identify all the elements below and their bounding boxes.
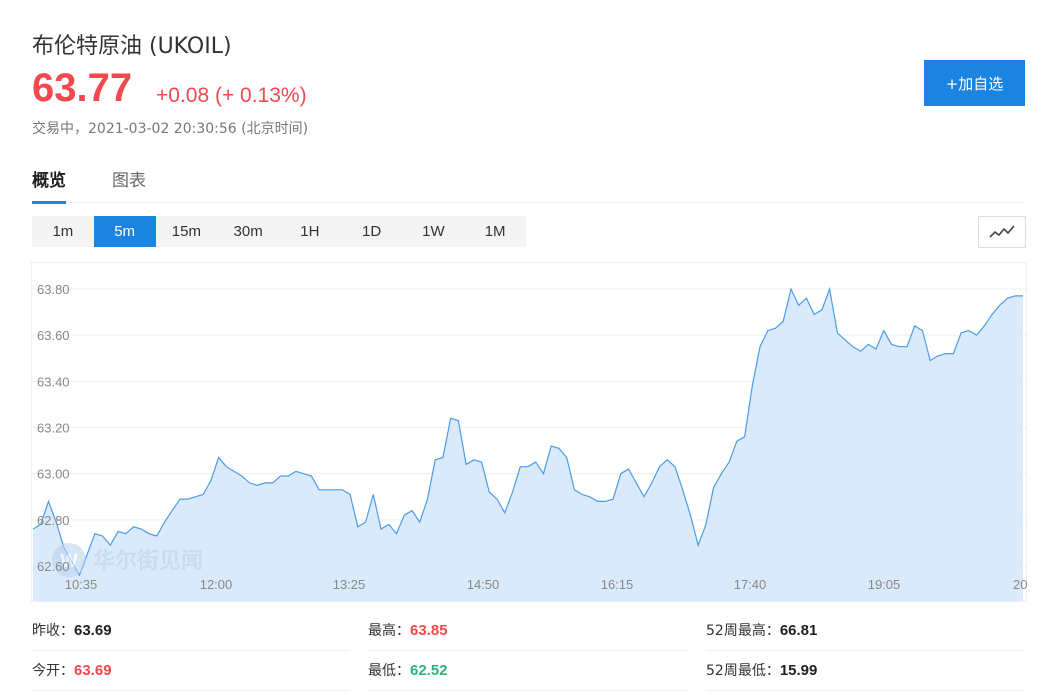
tab-overview[interactable]: 概览 bbox=[32, 166, 66, 204]
stats-row-1: 昨收：63.69 最高：63.85 52周最高：66.81 bbox=[32, 612, 1025, 650]
stat-label: 最高： bbox=[368, 623, 410, 639]
x-tick-label: 12:00 bbox=[200, 577, 233, 592]
period-1d[interactable]: 1D bbox=[362, 223, 382, 240]
stat-value: 63.69 bbox=[74, 662, 112, 679]
y-tick-label: 63.00 bbox=[37, 467, 70, 482]
period-1m[interactable]: 1m bbox=[52, 223, 74, 240]
x-tick-label: 14:50 bbox=[467, 577, 500, 592]
tab-chart[interactable]: 图表 bbox=[112, 171, 146, 191]
line-chart-icon bbox=[989, 225, 1015, 238]
x-tick-label: 13:25 bbox=[333, 577, 366, 592]
divider bbox=[706, 650, 1025, 651]
period-5m[interactable]: 5m bbox=[93, 216, 156, 247]
period-1w[interactable]: 1W bbox=[422, 223, 445, 240]
stat-open: 今开：63.69 bbox=[32, 660, 112, 698]
divider bbox=[706, 690, 1025, 691]
period-1mo[interactable]: 1M bbox=[484, 223, 506, 240]
period-15m[interactable]: 15m bbox=[171, 223, 201, 240]
divider bbox=[32, 690, 350, 691]
stat-52w-high: 52周最高：66.81 bbox=[706, 620, 817, 658]
divider bbox=[32, 650, 350, 651]
y-tick-label: 62.60 bbox=[37, 559, 70, 574]
stat-label: 昨收： bbox=[32, 623, 74, 639]
x-tick-label: 20:3 bbox=[1013, 577, 1027, 592]
y-tick-label: 63.60 bbox=[37, 328, 70, 343]
x-tick-label: 16:15 bbox=[601, 577, 634, 592]
stat-prev-close: 昨收：63.69 bbox=[32, 620, 112, 658]
stat-value: 62.52 bbox=[410, 662, 448, 679]
period-selector: 1m 5m 15m 30m 1H 1D 1W 1M bbox=[32, 216, 526, 247]
y-tick-label: 63.40 bbox=[37, 374, 70, 389]
x-tick-label: 17:40 bbox=[734, 577, 767, 592]
stat-value: 15.99 bbox=[779, 662, 818, 679]
current-price: 63.77 bbox=[32, 66, 133, 110]
divider bbox=[368, 690, 688, 691]
y-tick-label: 63.20 bbox=[37, 421, 70, 436]
price-chart-svg: W 华尔街见闻 63.80 63.60 63.40 63.20 63.00 62.80 62… bbox=[31, 262, 1038, 602]
x-tick-label: 10:35 bbox=[65, 577, 98, 592]
tab-bar: 概览 图表 bbox=[32, 166, 1025, 204]
stat-label: 52周最低： bbox=[706, 663, 780, 679]
stat-value: 66.81 bbox=[779, 622, 818, 639]
trading-status: 交易中，2021-03-02 20:30:56 (北京时间) bbox=[32, 121, 309, 137]
price-line bbox=[32, 286, 1023, 577]
watermark-logo: W 华尔街见闻 bbox=[52, 543, 203, 577]
stat-label: 52周最高： bbox=[706, 623, 780, 639]
period-30m[interactable]: 30m bbox=[233, 223, 263, 240]
divider bbox=[368, 650, 688, 651]
stat-label: 最低： bbox=[368, 663, 410, 679]
price-change: +0.08 (+ 0.13%) bbox=[156, 84, 307, 107]
stats-row-2: 今开：63.69 最低：62.52 52周最低：15.99 bbox=[32, 652, 1025, 690]
stat-value: 63.85 bbox=[410, 622, 448, 639]
stat-high: 最高：63.85 bbox=[368, 620, 448, 658]
page-title: 布伦特原油 (UKOIL) bbox=[32, 34, 232, 59]
price-chart[interactable]: W 华尔街见闻 63.80 63.60 63.40 63.20 63.00 62.80 62… bbox=[31, 262, 1038, 602]
stat-value: 63.69 bbox=[74, 622, 112, 639]
watermark-text: 华尔街见闻 bbox=[93, 548, 203, 574]
y-tick-label: 62.80 bbox=[37, 513, 70, 528]
period-1h[interactable]: 1H bbox=[300, 223, 320, 240]
svg-text:W: W bbox=[61, 551, 78, 571]
price-area bbox=[33, 289, 1023, 601]
x-tick-label: 19:05 bbox=[868, 577, 901, 592]
add-watchlist-button[interactable]: +加自选 bbox=[924, 60, 1025, 106]
chart-type-button[interactable] bbox=[978, 216, 1026, 248]
stat-low: 最低：62.52 bbox=[368, 660, 448, 698]
y-tick-label: 63.80 bbox=[37, 282, 70, 297]
stat-52w-low: 52周最低：15.99 bbox=[706, 660, 817, 698]
stat-label: 今开： bbox=[32, 663, 74, 679]
